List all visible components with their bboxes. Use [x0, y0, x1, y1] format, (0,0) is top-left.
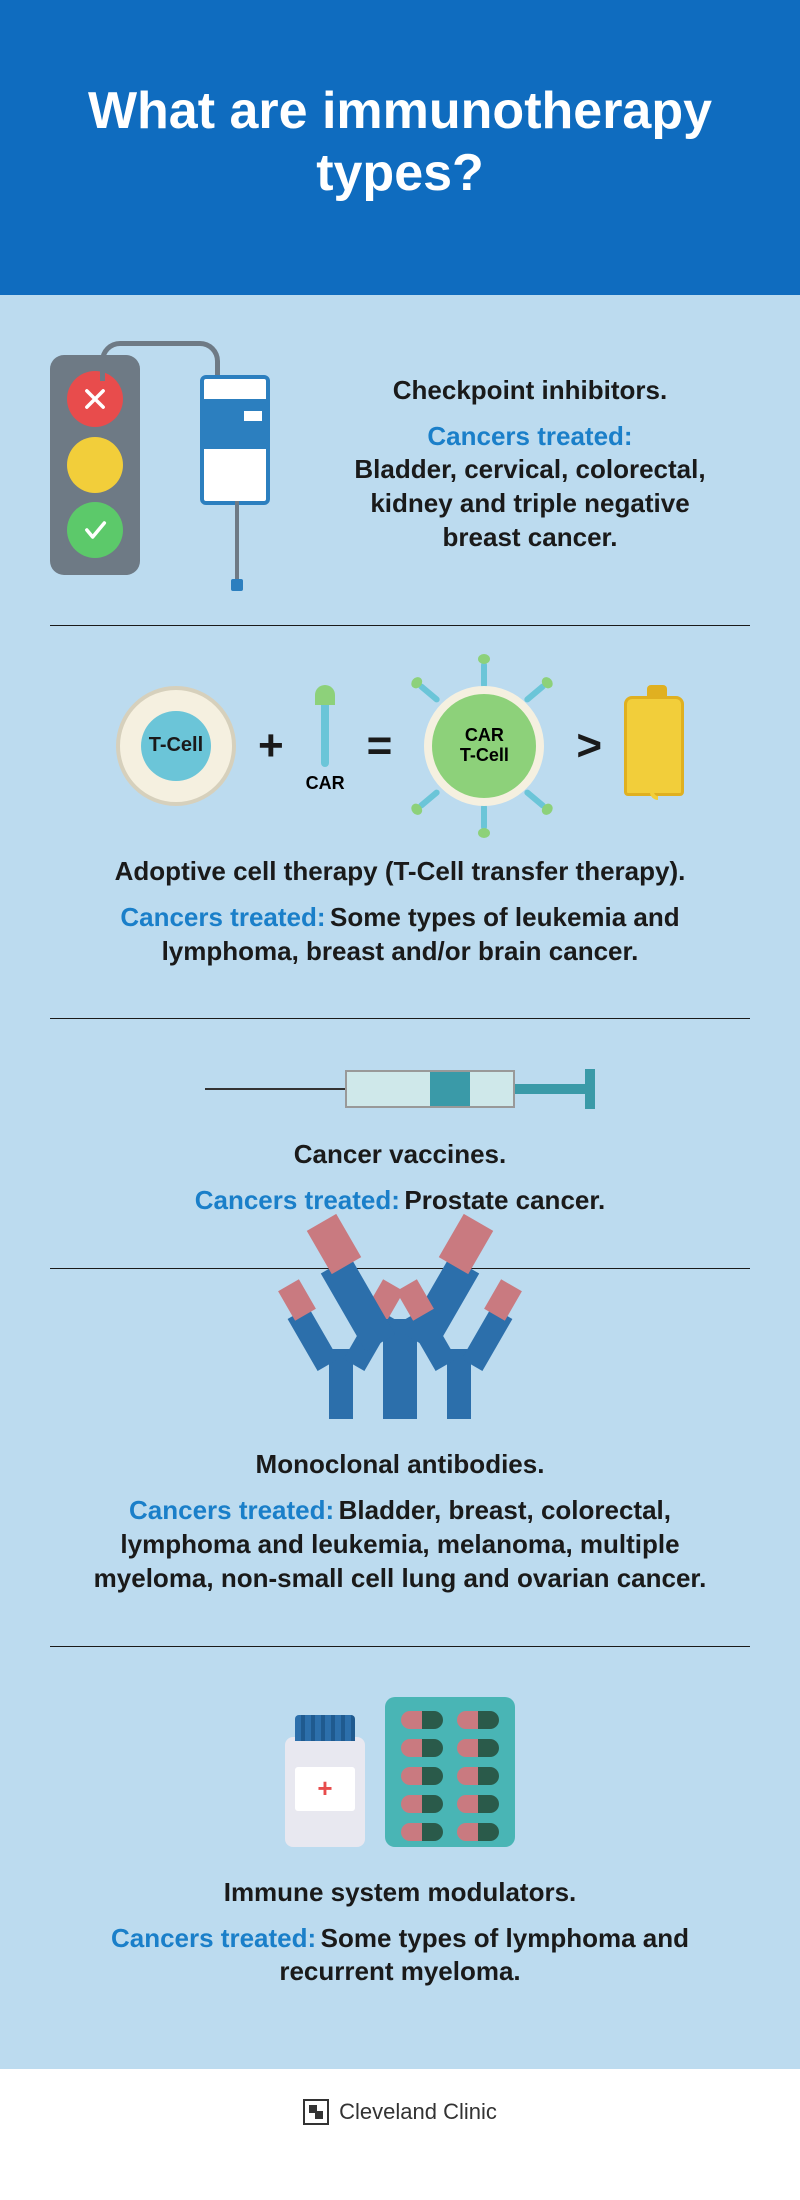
- car-tcell-icon: CAR T-Cell: [414, 676, 554, 816]
- car-label: CAR: [306, 773, 345, 794]
- car-tcell-label-2: T-Cell: [460, 746, 509, 766]
- divider: [50, 1018, 750, 1019]
- footer: Cleveland Clinic: [0, 2069, 800, 2155]
- infographic-container: What are immunotherapy types?: [0, 0, 800, 2155]
- iv-bag-icon: [200, 375, 270, 505]
- treated-text: Prostate cancer.: [404, 1185, 605, 1215]
- divider: [50, 1268, 750, 1269]
- section-vaccines: Cancer vaccines. Cancers treated: Prosta…: [50, 1029, 750, 1258]
- treated-label: Cancers treated:: [111, 1923, 316, 1953]
- body: Checkpoint inhibitors. Cancers treated: …: [0, 295, 800, 2069]
- divider: [50, 1646, 750, 1647]
- tcell-equation-icon: T-Cell + CAR = CAR T-Cell >: [116, 676, 684, 816]
- section-title: Monoclonal antibodies.: [256, 1449, 545, 1480]
- page-title: What are immunotherapy types?: [40, 80, 760, 205]
- section-title: Adoptive cell therapy (T-Cell transfer t…: [115, 856, 686, 887]
- car-receptor-icon: CAR: [306, 697, 345, 794]
- antibody-small-icon: [329, 1349, 353, 1419]
- tcell-label: T-Cell: [141, 711, 211, 781]
- medical-cross-icon: +: [317, 1773, 332, 1804]
- header: What are immunotherapy types?: [0, 0, 800, 295]
- treated-label: Cancers treated:: [129, 1495, 334, 1525]
- syringe-icon: [205, 1069, 595, 1109]
- equals-symbol: =: [367, 721, 393, 771]
- section-title: Immune system modulators.: [224, 1877, 577, 1908]
- antibodies-icon: [329, 1319, 471, 1419]
- plus-symbol: +: [258, 721, 284, 771]
- antibody-small-icon: [447, 1349, 471, 1419]
- iv-yellow-icon: [624, 696, 684, 796]
- treated-text: Bladder, cervical, colorectal, kidney an…: [354, 454, 705, 552]
- tcell-icon: T-Cell: [116, 686, 236, 806]
- section-modulators: + Immune system modulators. Cancers trea…: [50, 1657, 750, 2030]
- treated-text: Some types of lymphoma and recurrent mye…: [279, 1923, 689, 1987]
- section-monoclonal: Monoclonal antibodies. Cancers treated: …: [50, 1279, 750, 1635]
- treated-label: Cancers treated:: [427, 421, 632, 451]
- divider: [50, 625, 750, 626]
- pill-bottle-icon: +: [285, 1737, 365, 1847]
- treated-label: Cancers treated:: [120, 902, 325, 932]
- greater-than-symbol: >: [576, 721, 602, 771]
- blister-pack-icon: [385, 1697, 515, 1847]
- footer-brand: Cleveland Clinic: [339, 2099, 497, 2125]
- section-checkpoint: Checkpoint inhibitors. Cancers treated: …: [50, 355, 750, 615]
- section-title: Cancer vaccines.: [294, 1139, 506, 1170]
- green-light-icon: [67, 502, 123, 558]
- section-adoptive: T-Cell + CAR = CAR T-Cell >: [50, 636, 750, 1009]
- section-title: Checkpoint inhibitors.: [310, 375, 750, 406]
- antibody-large-icon: [383, 1319, 417, 1419]
- car-tcell-label-1: CAR: [465, 726, 504, 746]
- traffic-light-iv-icon: [50, 355, 270, 575]
- cleveland-clinic-logo-icon: [303, 2099, 329, 2125]
- pills-icon: +: [285, 1697, 515, 1847]
- treated-label: Cancers treated:: [195, 1185, 400, 1215]
- yellow-light-icon: [67, 437, 123, 493]
